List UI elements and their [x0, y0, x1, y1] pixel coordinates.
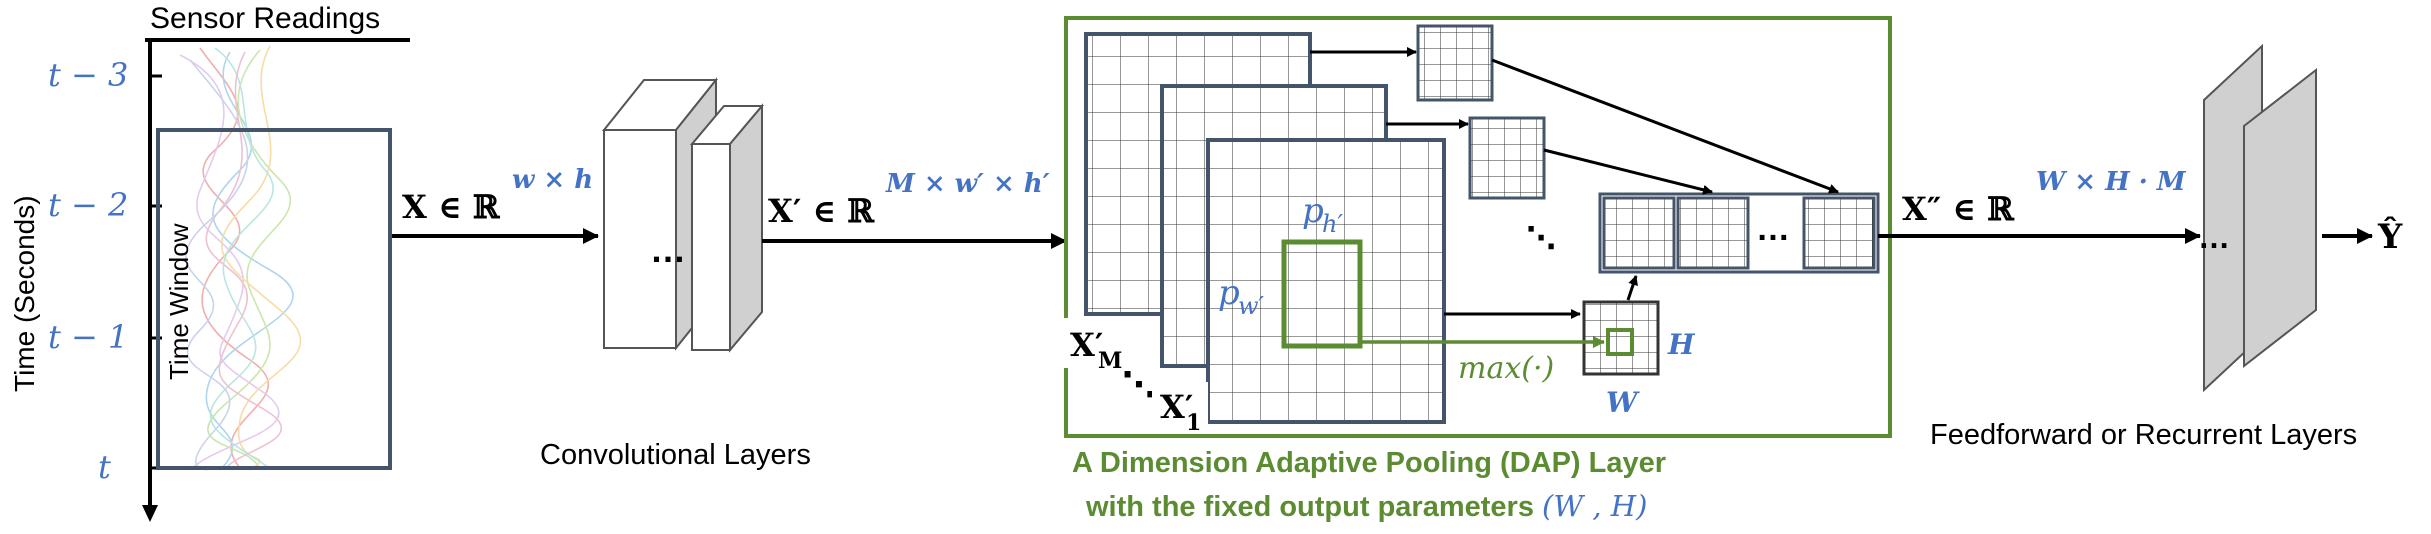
- dap-title-line2-params: (W , H): [1542, 489, 1647, 523]
- time-window-box: [156, 128, 392, 470]
- max-label: max(·): [1458, 351, 1554, 386]
- x-input-main: X ∈ ℝ: [402, 188, 501, 226]
- conv-layer-front: [689, 103, 765, 353]
- arrow-second-to-concat: [1543, 148, 1713, 195]
- tick-t: t: [98, 448, 111, 486]
- concat-dots: …: [1756, 210, 1790, 248]
- concat-row: [1598, 192, 1880, 274]
- dap-title-line2-prefix: with the fixed output parameters: [1085, 491, 1542, 523]
- xm-bg: [1064, 318, 1130, 368]
- xm-label: X′: [1070, 326, 1103, 364]
- arrow-top-to-concat: [1491, 58, 1839, 194]
- tick-t-minus-1: t − 1: [48, 318, 128, 356]
- ff-label: Feedforward or Recurrent Layers: [1930, 419, 2357, 451]
- arrow-output-to-concat: [1626, 275, 1638, 301]
- pw-sub: w′: [1238, 292, 1265, 320]
- dots-vertical: ⋱: [1122, 366, 1156, 404]
- x1-bg: [1152, 382, 1208, 432]
- feature-map-1: [1206, 138, 1446, 424]
- sensor-title: Sensor Readings: [150, 2, 380, 35]
- dap-title-line1: A Dimension Adaptive Pooling (DAP) Layer: [1072, 447, 1666, 479]
- conv-label: Convolutional Layers: [540, 439, 811, 471]
- pooling-window: [1281, 239, 1363, 349]
- ff-dots: …: [2198, 219, 2230, 255]
- pooled-map-top: [1416, 24, 1494, 102]
- output-label: Ŷ: [2377, 216, 2403, 257]
- dap-title-line2: with the fixed output parameters (W , H): [1085, 489, 1647, 523]
- x1-sub: 1: [1186, 410, 1201, 436]
- conv-dots: …: [650, 229, 686, 270]
- x-double-main: X″ ∈ ℝ: [1902, 190, 2015, 228]
- time-axis-label: Time (Seconds): [9, 195, 40, 392]
- time-window-label: Time Window: [164, 223, 194, 380]
- pw-main: p: [1218, 273, 1240, 313]
- pw-label: p: [1218, 273, 1240, 313]
- ph-main: p: [1302, 191, 1324, 231]
- time-axis-arrowhead: [142, 505, 158, 522]
- pooled-map-second: [1468, 116, 1546, 200]
- dap-box: [1064, 16, 1892, 438]
- ph-sub: h′: [1322, 210, 1343, 238]
- pooled-map-output: [1582, 300, 1660, 376]
- x-double-sup: W × H · M: [2036, 167, 2187, 197]
- x-prime-main: X′ ∈ ℝ: [768, 192, 875, 230]
- dap-W: W: [1606, 386, 1640, 419]
- x-prime-sup: M × w′ × h′: [885, 169, 1050, 199]
- ph-label: p: [1302, 191, 1324, 231]
- xm-sub: M: [1098, 348, 1122, 374]
- x-input-sup: w × h: [512, 165, 593, 195]
- tick-t-minus-2: t − 2: [48, 186, 128, 224]
- x1-label: X′: [1160, 388, 1193, 426]
- ff-layer-front: [2243, 67, 2317, 369]
- dap-H: H: [1667, 328, 1696, 361]
- dap-mid-dots: ⋱: [1526, 222, 1556, 255]
- x-input-label: X ∈ ℝ: [402, 188, 501, 226]
- sensor-signals: [179, 45, 302, 471]
- tick-t-minus-3: t − 3: [48, 56, 128, 94]
